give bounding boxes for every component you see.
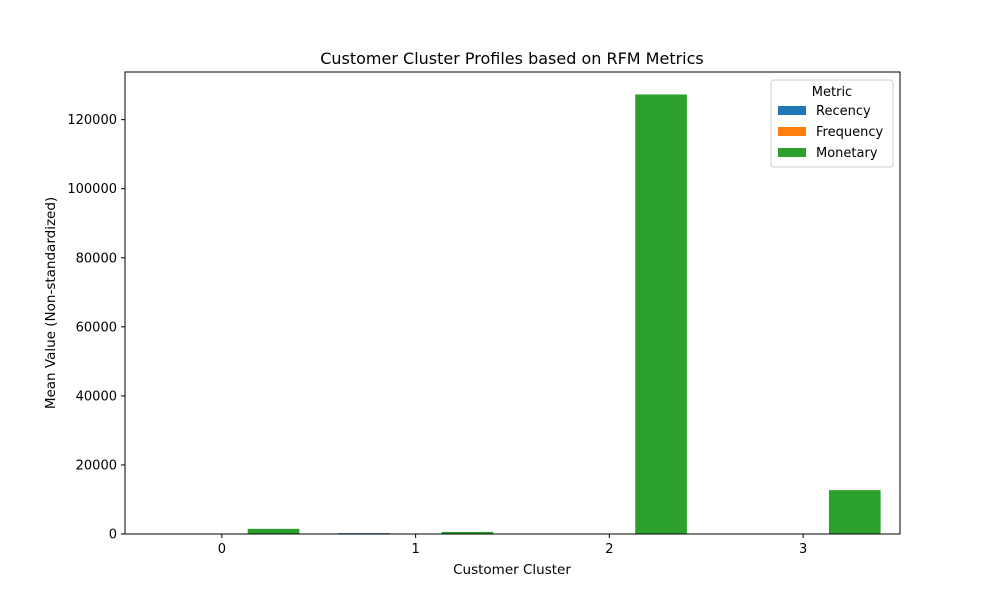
x-tick-label: 3 [799, 542, 807, 557]
legend-swatch-recency [778, 106, 806, 115]
x-tick-label: 2 [605, 542, 613, 557]
x-tick-label: 1 [411, 542, 419, 557]
legend-swatch-monetary [778, 148, 806, 157]
chart-title: Customer Cluster Profiles based on RFM M… [320, 49, 704, 68]
legend-title: Metric [812, 85, 852, 100]
y-tick-label: 60000 [76, 320, 117, 335]
y-tick-label: 20000 [76, 458, 117, 473]
legend-label-recency: Recency [816, 104, 871, 119]
y-axis-label: Mean Value (Non-standardized) [43, 197, 59, 409]
legend-label-frequency: Frequency [816, 125, 883, 140]
legend-label-monetary: Monetary [816, 146, 878, 161]
x-tick-label: 0 [218, 542, 226, 557]
bar-monetary-cluster-0 [248, 529, 300, 534]
y-tick-label: 100000 [67, 182, 117, 197]
legend-swatch-frequency [778, 127, 806, 136]
bar-monetary-cluster-3 [829, 490, 881, 534]
y-tick-label: 40000 [76, 389, 117, 404]
y-tick-label: 80000 [76, 251, 117, 266]
y-tick-label: 120000 [67, 113, 117, 128]
x-axis-label: Customer Cluster [453, 562, 571, 578]
bar-monetary-cluster-2 [635, 94, 687, 534]
y-tick-label: 0 [109, 528, 117, 543]
